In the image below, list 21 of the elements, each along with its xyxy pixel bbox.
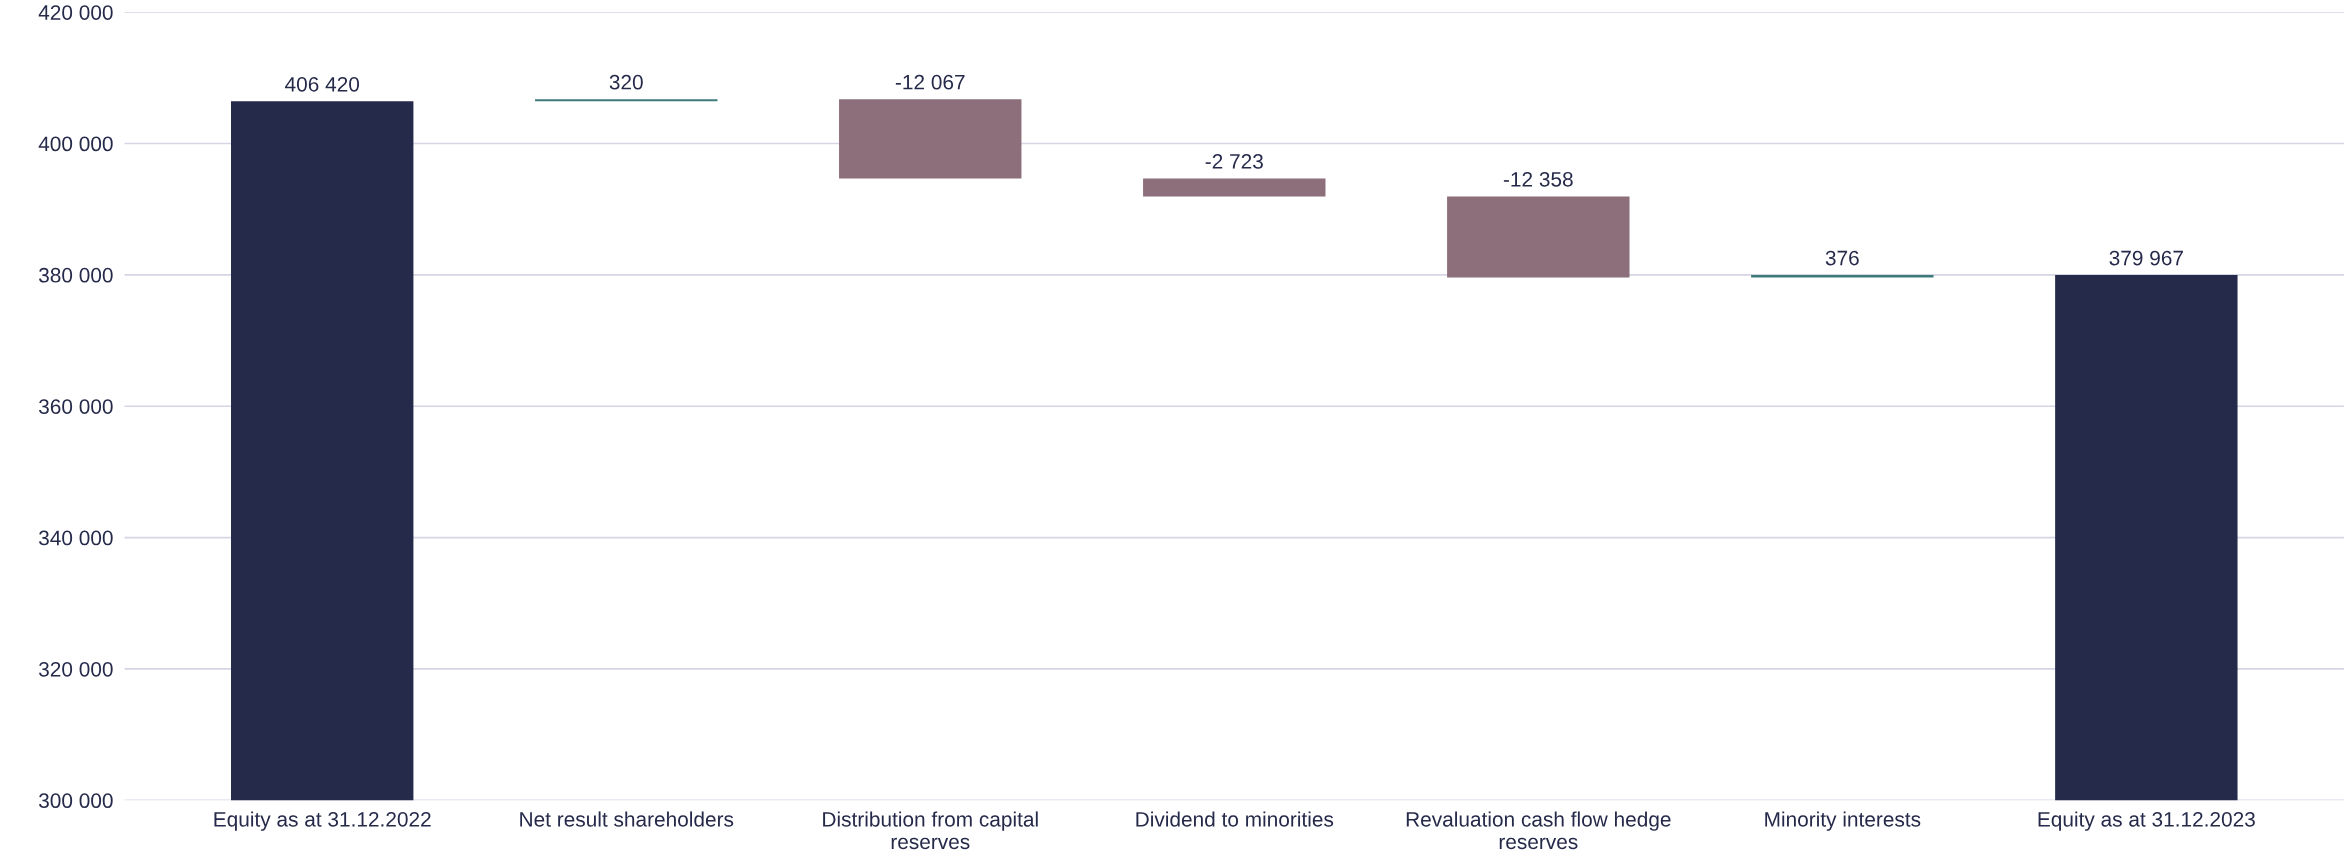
x-tick-label: Dividend to minorities [1136,811,1334,827]
data-label: 320 [609,74,643,90]
y-tick-label: 380 000 [38,267,113,283]
x-tick-label: Equity as at 31.12.2022 [214,811,431,831]
y-tick-label: 420 000 [38,5,113,20]
data-label: -12 358 [1503,171,1573,187]
x-tick-label: Minority interests [1765,811,1921,831]
x-tick-label: Net result shareholders [520,811,734,827]
data-label: -12 067 [895,74,965,90]
data-label: 379 967 [2109,250,2183,266]
x-tick-label: Equity as at 31.12.2023 [2038,811,2255,831]
y-tick-label: 400 000 [38,136,113,152]
y-tick-label: 360 000 [38,399,113,414]
x-tick-label: Distribution from capital reserves [823,811,1038,850]
y-tick-label: 340 000 [38,530,113,546]
y-tick-label: 300 000 [38,793,113,809]
data-label: 376 [1825,250,1859,266]
data-label: -2 723 [1205,154,1263,169]
x-tick-label: Revaluation cash flow hedge reserves [1406,811,1671,850]
y-tick-label: 320 000 [38,661,113,677]
data-label: 406 420 [285,76,360,92]
